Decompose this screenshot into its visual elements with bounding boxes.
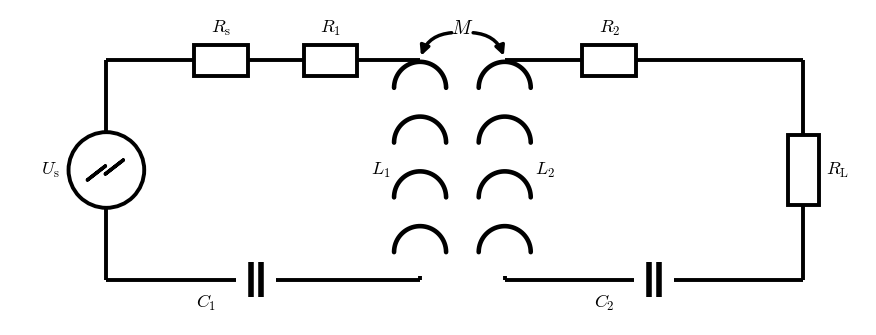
- Polygon shape: [478, 62, 531, 88]
- Bar: [304, 45, 357, 76]
- Polygon shape: [394, 226, 446, 252]
- Text: $L_{2}$: $L_{2}$: [534, 160, 555, 180]
- Polygon shape: [478, 226, 531, 252]
- Text: $R_{\mathrm{s}}$: $R_{\mathrm{s}}$: [211, 18, 231, 38]
- Circle shape: [68, 132, 145, 208]
- Text: $M$: $M$: [451, 19, 474, 38]
- Polygon shape: [394, 172, 446, 197]
- Text: $C_{1}$: $C_{1}$: [196, 292, 216, 313]
- Text: $R_{\mathrm{L}}$: $R_{\mathrm{L}}$: [826, 160, 850, 180]
- Text: $C_{2}$: $C_{2}$: [594, 292, 615, 313]
- Text: $U_{\mathrm{s}}$: $U_{\mathrm{s}}$: [41, 160, 60, 180]
- Text: $L_{1}$: $L_{1}$: [371, 160, 390, 180]
- Polygon shape: [478, 172, 531, 197]
- Polygon shape: [394, 62, 446, 88]
- Polygon shape: [478, 117, 531, 143]
- Bar: [194, 45, 248, 76]
- Bar: [583, 45, 636, 76]
- Polygon shape: [394, 117, 446, 143]
- Text: $R_{1}$: $R_{1}$: [320, 18, 341, 38]
- Bar: [788, 135, 819, 205]
- Text: $R_{2}$: $R_{2}$: [598, 18, 620, 38]
